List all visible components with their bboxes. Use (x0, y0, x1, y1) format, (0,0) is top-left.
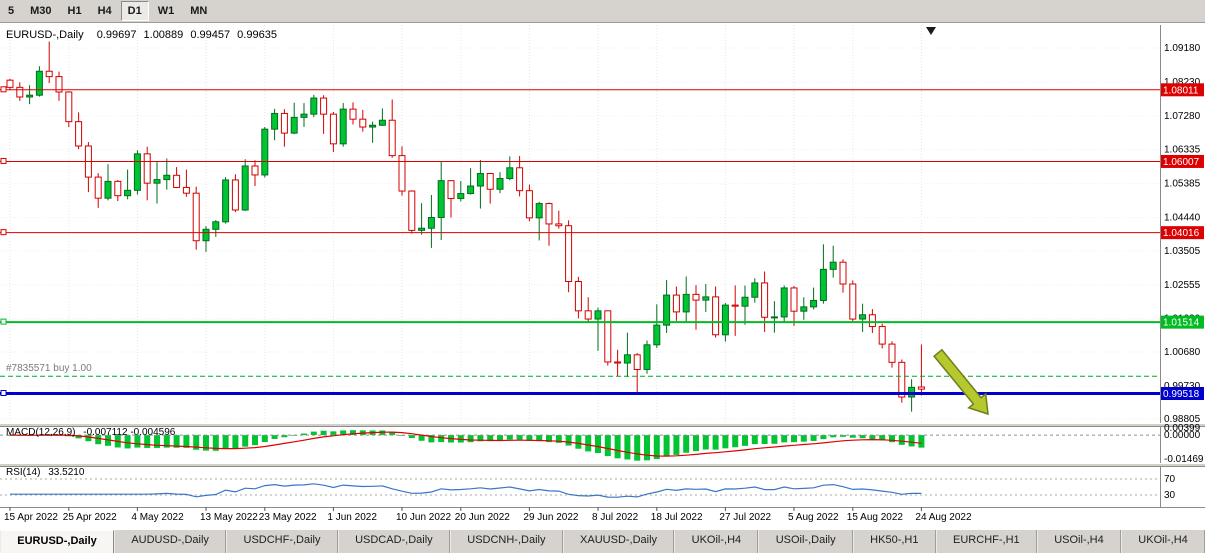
tab-label: EURUSD-,Daily (17, 535, 97, 547)
svg-text:1 Jun 2022: 1 Jun 2022 (327, 512, 377, 523)
svg-text:15 Aug 2022: 15 Aug 2022 (847, 512, 904, 523)
svg-text:23 May 2022: 23 May 2022 (259, 512, 317, 523)
grid (0, 25, 1160, 423)
svg-text:1.04440: 1.04440 (1164, 212, 1201, 223)
tab-label: UKOil-,H4 (691, 534, 742, 546)
svg-text:0.98805: 0.98805 (1164, 414, 1201, 425)
svg-text:70: 70 (1164, 474, 1176, 485)
svg-text:1.00680: 1.00680 (1164, 347, 1201, 358)
tab-eurchf-h1[interactable]: EURCHF-,H1 (935, 530, 1037, 553)
timeframe-button-mn[interactable]: MN (183, 1, 214, 21)
svg-text:0.99730: 0.99730 (1164, 381, 1201, 392)
svg-text:1.08011: 1.08011 (1163, 85, 1199, 96)
timeframe-button-w1[interactable]: W1 (151, 1, 182, 21)
svg-text:8 Jul 2022: 8 Jul 2022 (592, 512, 639, 523)
tab-label: USOil-,H4 (1054, 534, 1104, 546)
svg-text:29 Jun 2022: 29 Jun 2022 (523, 512, 578, 523)
chart-shift-marker[interactable] (926, 27, 936, 35)
tab-audusd-daily[interactable]: AUDUSD-,Daily (114, 530, 227, 553)
svg-text:10 Jun 2022: 10 Jun 2022 (396, 512, 451, 523)
svg-text:1.07280: 1.07280 (1164, 111, 1201, 122)
arrow-annotation[interactable] (933, 348, 989, 416)
tab-ukoil-h4[interactable]: UKOil-,H4 (674, 530, 759, 553)
chart-canvas[interactable]: 1.09180 1.08230 1.07280 1.06335 1.05385 1.044… (0, 23, 1205, 529)
tab-label: USDCHF-,Daily (243, 534, 321, 546)
timeframe-toolbar: 5 M30 H1 H4 D1 W1 MN (0, 0, 1205, 23)
tab-usdcnh-daily[interactable]: USDCNH-,Daily (449, 530, 563, 553)
tab-label: AUDUSD-,Daily (131, 534, 209, 546)
svg-text:0.00399: 0.00399 (1164, 423, 1201, 434)
tab-hk50-h1[interactable]: HK50-,H1 (852, 530, 936, 553)
tab-eurusd-daily[interactable]: EURUSD-,Daily (0, 530, 115, 553)
svg-text:0.00000: 0.00000 (1164, 430, 1201, 441)
svg-text:0.99518: 0.99518 (1163, 389, 1200, 400)
tab-label: USDCNH-,Daily (467, 534, 546, 546)
timeframe-button-d1[interactable]: D1 (120, 1, 149, 21)
svg-text:1.06007: 1.06007 (1163, 157, 1200, 168)
svg-text:1.02555: 1.02555 (1164, 280, 1201, 291)
chart-tab-bar: EURUSD-,Daily AUDUSD-,Daily USDCHF-,Dail… (0, 529, 1205, 553)
svg-text:18 Jul 2022: 18 Jul 2022 (651, 512, 703, 523)
timeframe-button-m30[interactable]: M30 (23, 1, 58, 21)
svg-text:13 May 2022: 13 May 2022 (200, 512, 258, 523)
timeframe-button-h4[interactable]: H4 (91, 1, 119, 21)
svg-text:1.04016: 1.04016 (1163, 228, 1200, 239)
svg-text:5 Aug 2022: 5 Aug 2022 (788, 512, 839, 523)
tab-label: HK50-,H1 (870, 534, 919, 546)
tab-usdcad-daily[interactable]: USDCAD-,Daily (337, 530, 450, 553)
svg-text:1.01514: 1.01514 (1163, 318, 1200, 329)
candlestick-series (6, 41, 925, 412)
svg-text:1.08230: 1.08230 (1164, 77, 1201, 88)
svg-text:-0.01469: -0.01469 (1164, 454, 1204, 465)
price-level-lines[interactable] (0, 86, 1160, 397)
svg-text:4 May 2022: 4 May 2022 (131, 512, 184, 523)
tab-usdchf-daily[interactable]: USDCHF-,Daily (226, 530, 338, 553)
tab-label: USOil-,Daily (775, 534, 836, 546)
svg-text:30: 30 (1164, 490, 1176, 501)
svg-text:27 Jul 2022: 27 Jul 2022 (719, 512, 771, 523)
svg-text:15 Apr 2022: 15 Apr 2022 (4, 512, 58, 523)
svg-text:20 Jun 2022: 20 Jun 2022 (455, 512, 510, 523)
timeframe-button-m5[interactable]: 5 (1, 1, 21, 21)
panel-dividers (0, 423, 1205, 467)
tab-usoil-daily[interactable]: USOil-,Daily (758, 530, 853, 553)
svg-text:24 Aug 2022: 24 Aug 2022 (915, 512, 972, 523)
svg-text:25 Apr 2022: 25 Apr 2022 (63, 512, 117, 523)
tab-usoil-h4[interactable]: USOil-,H4 (1036, 530, 1122, 553)
tab-label: EURCHF-,H1 (953, 534, 1020, 546)
svg-text:1.05385: 1.05385 (1164, 179, 1201, 190)
tab-ukoil-h4-2[interactable]: UKOil-,H4 (1121, 530, 1205, 553)
tab-label: UKOil-,H4 (1138, 534, 1188, 546)
time-axis[interactable]: 15 Apr 2022 25 Apr 2022 4 May 2022 13 May 2… (0, 507, 1205, 523)
svg-text:1.09180: 1.09180 (1164, 43, 1201, 54)
tab-label: USDCAD-,Daily (355, 534, 433, 546)
svg-text:1.06335: 1.06335 (1164, 145, 1201, 156)
timeframe-button-h1[interactable]: H1 (61, 1, 89, 21)
chart-window: 1.09180 1.08230 1.07280 1.06335 1.05385 1.044… (0, 23, 1205, 529)
tab-xauusd-daily[interactable]: XAUUSD-,Daily (562, 530, 675, 553)
tab-label: XAUUSD-,Daily (580, 534, 658, 546)
svg-text:1.03505: 1.03505 (1164, 246, 1201, 257)
